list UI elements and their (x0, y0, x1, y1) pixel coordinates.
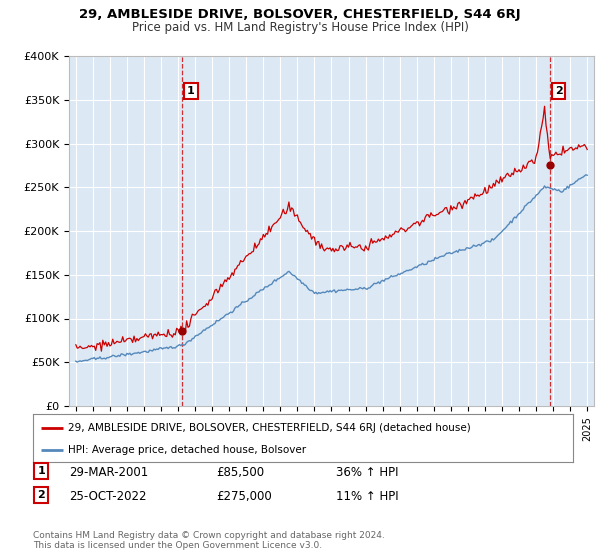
Text: 1: 1 (187, 86, 195, 96)
Text: 29, AMBLESIDE DRIVE, BOLSOVER, CHESTERFIELD, S44 6RJ (detached house): 29, AMBLESIDE DRIVE, BOLSOVER, CHESTERFI… (68, 423, 471, 433)
Text: 2: 2 (554, 86, 562, 96)
Text: 29, AMBLESIDE DRIVE, BOLSOVER, CHESTERFIELD, S44 6RJ: 29, AMBLESIDE DRIVE, BOLSOVER, CHESTERFI… (79, 8, 521, 21)
Text: 29-MAR-2001: 29-MAR-2001 (69, 466, 148, 479)
Text: £85,500: £85,500 (216, 466, 264, 479)
Text: Contains HM Land Registry data © Crown copyright and database right 2024.
This d: Contains HM Land Registry data © Crown c… (33, 531, 385, 550)
Text: 1: 1 (37, 466, 45, 476)
Text: HPI: Average price, detached house, Bolsover: HPI: Average price, detached house, Bols… (68, 445, 306, 455)
Text: 2: 2 (37, 490, 45, 500)
Text: 36% ↑ HPI: 36% ↑ HPI (336, 466, 398, 479)
Text: 25-OCT-2022: 25-OCT-2022 (69, 490, 146, 503)
Text: £275,000: £275,000 (216, 490, 272, 503)
Text: 11% ↑ HPI: 11% ↑ HPI (336, 490, 398, 503)
Text: Price paid vs. HM Land Registry's House Price Index (HPI): Price paid vs. HM Land Registry's House … (131, 21, 469, 34)
